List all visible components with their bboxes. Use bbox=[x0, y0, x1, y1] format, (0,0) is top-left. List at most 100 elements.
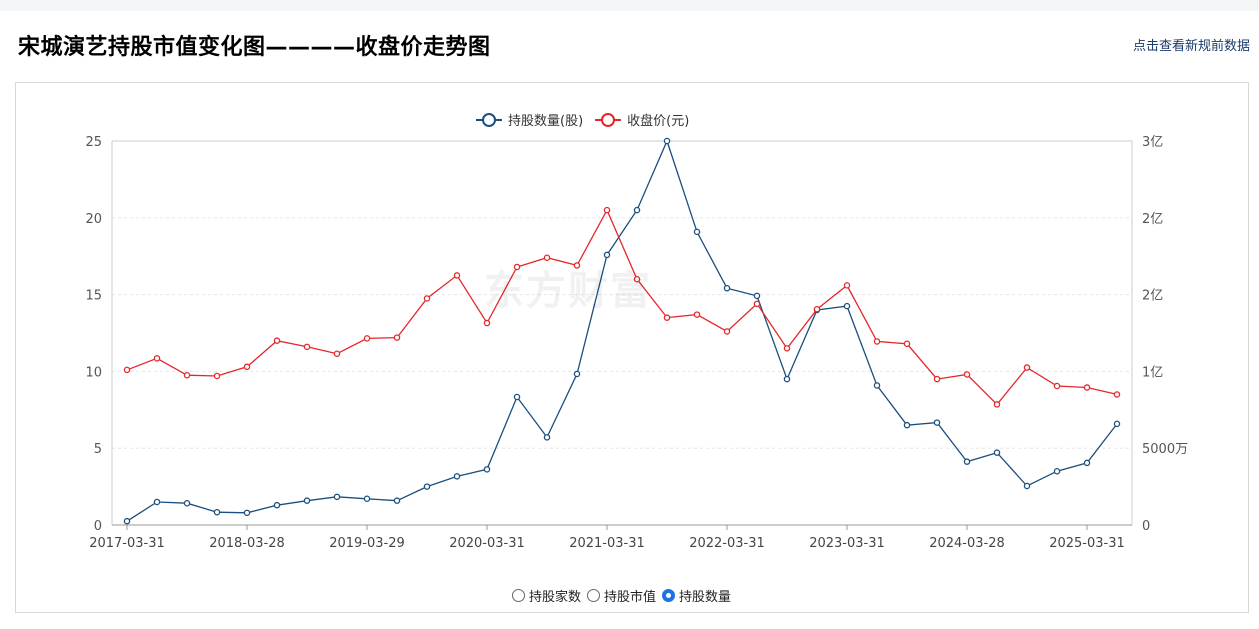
data-point-shares bbox=[303, 497, 311, 504]
data-point-shares bbox=[483, 466, 491, 473]
y-left-tick-label: 25 bbox=[85, 135, 102, 150]
data-point-shares bbox=[633, 206, 641, 214]
x-tick-label: 2022-03-31 bbox=[689, 536, 765, 551]
radio-label: 持股数量 bbox=[679, 590, 732, 605]
data-point-price bbox=[813, 305, 821, 313]
data-point-price bbox=[603, 206, 611, 214]
legend-item-price[interactable]: 收盘价(元) bbox=[595, 110, 689, 129]
data-point-shares bbox=[693, 228, 701, 236]
data-point-price bbox=[483, 319, 491, 327]
x-tick-label: 2023-03-31 bbox=[809, 536, 885, 551]
data-point-price bbox=[153, 355, 161, 362]
data-point-price bbox=[453, 272, 461, 279]
data-point-shares bbox=[273, 501, 281, 509]
radio-label: 持股市值 bbox=[604, 590, 657, 605]
data-point-shares bbox=[1023, 482, 1031, 490]
y-right-tick-label: 1亿 bbox=[1142, 365, 1163, 380]
data-point-price bbox=[723, 328, 731, 335]
y-right-tick-label: 2亿 bbox=[1142, 289, 1163, 304]
radio-label: 持股家数 bbox=[529, 590, 582, 605]
data-point-price bbox=[663, 314, 671, 321]
data-point-price bbox=[1053, 382, 1061, 390]
data-point-price bbox=[843, 282, 851, 289]
data-point-price bbox=[573, 262, 581, 269]
data-point-shares bbox=[123, 517, 131, 525]
data-point-shares bbox=[783, 375, 791, 383]
data-point-shares bbox=[423, 483, 431, 490]
data-point-shares bbox=[393, 497, 401, 504]
x-tick-label: 2020-03-31 bbox=[449, 536, 525, 551]
data-point-price bbox=[423, 295, 431, 302]
data-point-price bbox=[333, 350, 341, 357]
data-point-price bbox=[363, 335, 371, 342]
data-point-price bbox=[993, 401, 1001, 408]
data-point-price bbox=[1083, 384, 1091, 391]
data-point-shares bbox=[663, 137, 671, 145]
x-tick-label: 2017-03-31 bbox=[89, 536, 165, 551]
data-point-price bbox=[213, 372, 221, 380]
data-point-shares bbox=[153, 498, 161, 506]
data-point-price bbox=[183, 371, 191, 379]
data-point-price bbox=[393, 334, 401, 341]
series-line-price bbox=[126, 208, 1118, 406]
y-left-tick-label: 20 bbox=[85, 212, 102, 227]
data-point-price bbox=[303, 343, 311, 351]
radio-circle-icon[interactable] bbox=[587, 589, 601, 602]
y-left-tick-label: 0 bbox=[94, 519, 102, 534]
y-right-tick-label: 3亿 bbox=[1142, 135, 1163, 150]
old-rules-data-link[interactable]: 点击查看新规前数据 bbox=[1132, 39, 1250, 54]
y-left-tick-label: 10 bbox=[85, 365, 102, 380]
watermark-logo: 东方财富 bbox=[484, 268, 652, 314]
page-title: 宋城演艺持股市值变化图————收盘价走势图 bbox=[18, 35, 491, 60]
data-point-shares bbox=[453, 473, 461, 480]
data-point-shares bbox=[1053, 467, 1061, 475]
x-tick-label: 2024-03-28 bbox=[929, 536, 1005, 551]
radio-holder-count[interactable]: 持股家数 bbox=[512, 586, 581, 605]
data-point-shares bbox=[243, 509, 251, 517]
radio-checked-icon[interactable] bbox=[662, 589, 676, 602]
x-tick-label: 2018-03-28 bbox=[209, 536, 285, 551]
data-point-price bbox=[693, 311, 701, 318]
data-point-shares bbox=[363, 495, 371, 503]
data-point-shares bbox=[333, 493, 341, 501]
data-point-shares bbox=[903, 421, 911, 429]
data-point-shares bbox=[183, 499, 191, 507]
data-point-shares bbox=[513, 393, 521, 401]
radio-circle-icon[interactable] bbox=[512, 589, 525, 602]
chart-legend: 持股数量(股) 收盘价(元) bbox=[476, 110, 701, 129]
legend-marker-shares bbox=[476, 112, 502, 127]
data-point-price bbox=[1023, 364, 1031, 371]
legend-label-price: 收盘价(元) bbox=[627, 114, 690, 129]
data-point-shares bbox=[603, 251, 611, 259]
data-point-price bbox=[543, 254, 551, 261]
y-left-tick-label: 15 bbox=[85, 289, 102, 304]
data-point-shares bbox=[933, 419, 941, 426]
data-point-shares bbox=[573, 370, 581, 378]
data-point-price bbox=[933, 375, 941, 383]
data-point-shares bbox=[843, 302, 851, 310]
x-tick-label: 2025-03-31 bbox=[1049, 536, 1125, 551]
data-point-shares bbox=[873, 382, 881, 389]
data-point-shares bbox=[1113, 420, 1121, 428]
data-point-price bbox=[963, 371, 971, 378]
y-left-tick-label: 5 bbox=[94, 442, 102, 457]
data-point-price bbox=[513, 263, 521, 271]
data-point-price bbox=[873, 338, 881, 345]
data-point-price bbox=[633, 275, 641, 283]
radio-holding-value[interactable]: 持股市值 bbox=[587, 586, 656, 605]
y-right-tick-label: 2亿 bbox=[1142, 212, 1163, 227]
radio-holding-quantity[interactable]: 持股数量 bbox=[662, 586, 731, 605]
data-point-price bbox=[243, 363, 251, 371]
y-right-tick-label: 0 bbox=[1142, 519, 1150, 534]
data-point-shares bbox=[993, 449, 1001, 456]
legend-item-shares[interactable]: 持股数量(股) bbox=[476, 110, 583, 129]
data-point-price bbox=[273, 337, 281, 344]
data-point-shares bbox=[723, 284, 731, 292]
data-point-shares bbox=[213, 508, 221, 516]
series-line-shares bbox=[126, 139, 1118, 522]
data-point-price bbox=[903, 340, 911, 348]
data-point-shares bbox=[963, 458, 971, 465]
data-point-price bbox=[783, 345, 791, 352]
data-point-price bbox=[123, 366, 131, 374]
